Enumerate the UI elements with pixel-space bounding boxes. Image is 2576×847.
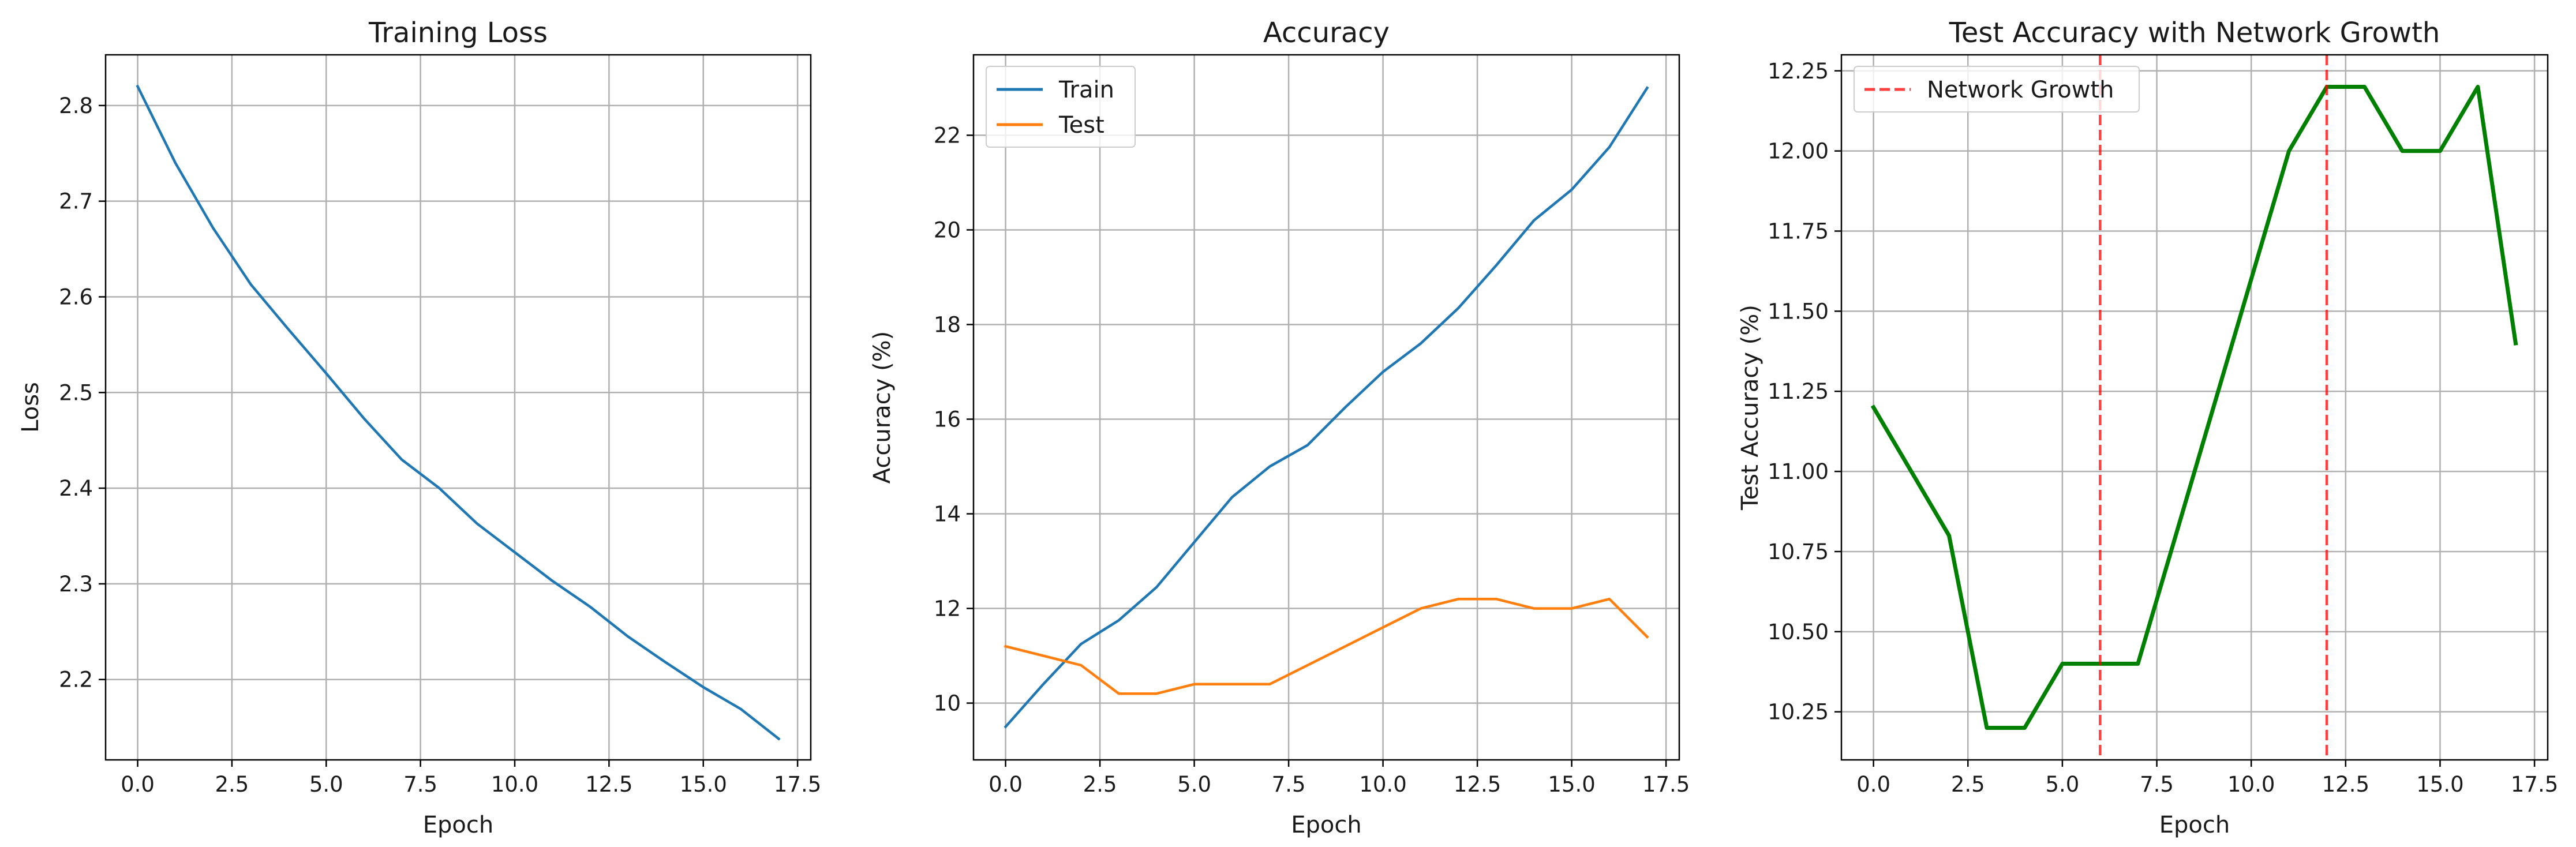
axes-frame <box>1840 54 2549 761</box>
y-tick-label: 2.2 <box>59 668 93 692</box>
y-tick-label: 22 <box>934 123 961 148</box>
legend-box <box>1854 66 2140 113</box>
axes-frame <box>972 54 1680 761</box>
y-axis-label: Test Accuracy (%) <box>1737 305 1763 511</box>
y-tick-label: 20 <box>934 218 961 242</box>
y-tick-label: 10 <box>934 691 961 716</box>
x-tick-label: 17.5 <box>774 772 821 797</box>
train-line <box>1004 86 1649 729</box>
legend-label-train: Train <box>1058 77 1114 103</box>
x-tick-label: 15.0 <box>680 772 727 797</box>
y-axis-label: Loss <box>17 382 44 433</box>
x-tick-label: 10.0 <box>2227 772 2275 797</box>
x-tick-label: 0.0 <box>1856 772 1890 797</box>
y-tick-label: 2.7 <box>59 189 93 214</box>
test-line <box>1004 597 1649 695</box>
y-tick-label: 12.25 <box>1768 59 1829 84</box>
legend: Train Test <box>986 66 1136 148</box>
y-tick-label: 2.6 <box>59 284 93 309</box>
ticks: 0.0 2.5 5.0 7.5 10.0 12.5 15.0 17.5 10.25 10.50 10… <box>1768 59 2558 797</box>
x-tick-label: 0.0 <box>989 772 1023 797</box>
x-tick-label: 5.0 <box>2045 772 2079 797</box>
x-tick-label: 7.5 <box>403 772 437 797</box>
x-tick-label: 2.5 <box>1083 772 1117 797</box>
x-tick-label: 15.0 <box>2416 772 2463 797</box>
x-tick-label: 12.5 <box>585 772 632 797</box>
y-tick-label: 12.00 <box>1768 139 1829 164</box>
axes-frame <box>104 54 812 761</box>
y-tick-label: 10.50 <box>1768 620 1829 644</box>
y-tick-label: 2.3 <box>59 572 93 597</box>
y-tick-label: 16 <box>934 407 961 432</box>
x-tick-label: 2.5 <box>1951 772 1985 797</box>
legend-label-network-growth: Network Growth <box>1927 77 2114 103</box>
y-axis-label: Accuracy (%) <box>869 331 896 484</box>
grid <box>1841 55 2548 760</box>
y-tick-label: 11.25 <box>1768 379 1829 404</box>
y-tick-label: 2.5 <box>59 380 93 405</box>
growth-panel: 0.0 2.5 5.0 7.5 10.0 12.5 15.0 17.5 10.25 10.50 10… <box>1737 17 2558 838</box>
y-tick-label: 2.8 <box>59 93 93 118</box>
series-line <box>1870 85 2518 730</box>
legend-box <box>986 66 1136 148</box>
y-tick-label: 10.25 <box>1768 700 1829 725</box>
legend-label-test: Test <box>1058 112 1104 138</box>
x-tick-label: 10.0 <box>1359 772 1406 797</box>
plot-lines <box>136 84 781 741</box>
x-axis-label: Epoch <box>2159 812 2230 838</box>
ticks: 0.0 2.5 5.0 7.5 10.0 12.5 15.0 17.5 2.2 2.3 2.4 2.5… <box>59 93 821 797</box>
x-tick-label: 7.5 <box>1272 772 1306 797</box>
x-tick-label: 7.5 <box>2140 772 2174 797</box>
x-tick-label: 2.5 <box>215 772 249 797</box>
y-tick-label: 12 <box>934 597 961 621</box>
ticks: 0.0 2.5 5.0 7.5 10.0 12.5 15.0 17.5 10 12 14 16 18 20… <box>934 123 1690 797</box>
x-tick-label: 12.5 <box>1454 772 1501 797</box>
grid <box>106 55 811 760</box>
y-tick-label: 11.75 <box>1768 219 1829 244</box>
grid <box>974 55 1679 760</box>
training-loss-panel: 0.0 2.5 5.0 7.5 10.0 12.5 15.0 17.5 2.2 2.3 2.4 2.5… <box>17 17 821 838</box>
chart-title: Training Loss <box>368 17 548 49</box>
legend: Network Growth <box>1854 66 2140 113</box>
x-tick-label: 5.0 <box>309 772 343 797</box>
x-tick-label: 0.0 <box>121 772 155 797</box>
x-tick-label: 15.0 <box>1548 772 1595 797</box>
x-tick-label: 17.5 <box>1642 772 1690 797</box>
chart-title: Test Accuracy with Network Growth <box>1949 17 2440 49</box>
y-tick-label: 11.00 <box>1768 459 1829 484</box>
x-axis-label: Epoch <box>423 812 493 838</box>
plot-lines <box>1870 55 2518 760</box>
x-tick-label: 17.5 <box>2511 772 2558 797</box>
x-axis-label: Epoch <box>1291 812 1361 838</box>
plot-lines <box>1004 86 1649 729</box>
y-tick-label: 18 <box>934 312 961 337</box>
accuracy-panel: 0.0 2.5 5.0 7.5 10.0 12.5 15.0 17.5 10 12 14 16 18 20… <box>869 17 1690 838</box>
series-line <box>136 84 781 741</box>
y-tick-label: 11.50 <box>1768 299 1829 324</box>
x-tick-label: 5.0 <box>1177 772 1211 797</box>
y-tick-label: 2.4 <box>59 476 93 501</box>
x-tick-label: 10.0 <box>491 772 538 797</box>
chart-title: Accuracy <box>1263 17 1390 49</box>
y-tick-label: 10.75 <box>1768 539 1829 564</box>
x-tick-label: 12.5 <box>2322 772 2369 797</box>
y-tick-label: 14 <box>934 502 961 527</box>
